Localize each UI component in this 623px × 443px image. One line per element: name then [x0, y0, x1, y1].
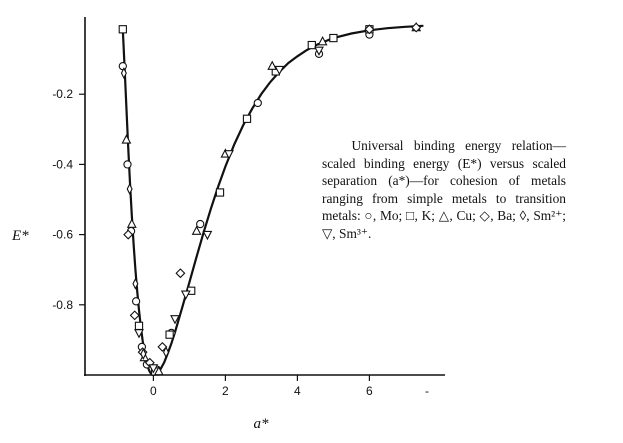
square-marker — [134, 321, 144, 331]
triangle-down-marker — [274, 65, 285, 76]
triangle-down-marker — [202, 230, 213, 241]
y-tick-label: -0.6 — [52, 228, 73, 242]
y-axis-title: E* — [11, 228, 29, 244]
diamond-marker — [123, 229, 134, 240]
diamond-narrow-marker — [120, 67, 127, 80]
x-tick-label: 0 — [150, 384, 157, 398]
y-tick-label: -0.4 — [52, 157, 73, 171]
diamond-marker — [411, 22, 422, 33]
diamond-narrow-marker — [162, 346, 170, 359]
figure-caption: Universal binding energy relation—scaled… — [322, 137, 566, 243]
x-tick-label: 4 — [294, 384, 301, 398]
diamond-narrow-marker — [126, 182, 133, 196]
triangle-down-marker — [180, 290, 191, 300]
triangle-up-marker — [267, 60, 278, 70]
triangle-down-marker — [134, 329, 144, 339]
triangle-down-marker — [170, 315, 180, 325]
diamond-marker — [157, 341, 168, 352]
axes — [84, 17, 445, 376]
diamond-narrow-marker — [140, 347, 147, 360]
axis-titles: a* E* — [11, 228, 269, 432]
circle-marker — [253, 98, 262, 108]
triangle-up-marker — [126, 218, 137, 228]
x-tick-label: 2 — [222, 384, 229, 398]
caption-text: Universal binding energy relation—scaled… — [322, 138, 566, 241]
circle-marker — [123, 160, 132, 169]
data-markers — [118, 21, 422, 376]
fitted-curve — [121, 24, 424, 377]
x-tick-label-extra: - — [425, 384, 429, 398]
square-marker — [215, 188, 225, 197]
x-axis-title: a* — [254, 416, 270, 432]
square-marker — [307, 40, 316, 50]
triangle-up-marker — [121, 134, 132, 144]
diamond-marker — [129, 310, 140, 321]
y-tick-label: -0.2 — [52, 87, 73, 101]
diamond-marker — [175, 268, 186, 279]
diamond-marker — [364, 24, 375, 35]
triangle-up-marker — [317, 35, 328, 46]
triangle-up-marker — [191, 225, 202, 235]
x-tick-label: 6 — [366, 384, 373, 398]
y-tick-label: -0.8 — [52, 298, 73, 312]
triangle-down-marker — [314, 46, 324, 56]
circle-marker — [196, 219, 205, 229]
triangle-up-marker — [153, 365, 164, 376]
triangle-down-marker — [224, 150, 234, 160]
square-marker — [329, 33, 338, 43]
circle-marker — [131, 297, 141, 306]
tick-labels: 0 2 4 6 - -0.2 -0.4 -0.6 -0.8 — [52, 87, 429, 398]
circle-marker — [118, 61, 127, 71]
diamond-narrow-marker — [132, 277, 139, 290]
square-marker — [242, 114, 252, 123]
square-marker — [165, 330, 174, 339]
triangle-down-marker — [148, 364, 159, 374]
square-marker — [118, 25, 127, 34]
